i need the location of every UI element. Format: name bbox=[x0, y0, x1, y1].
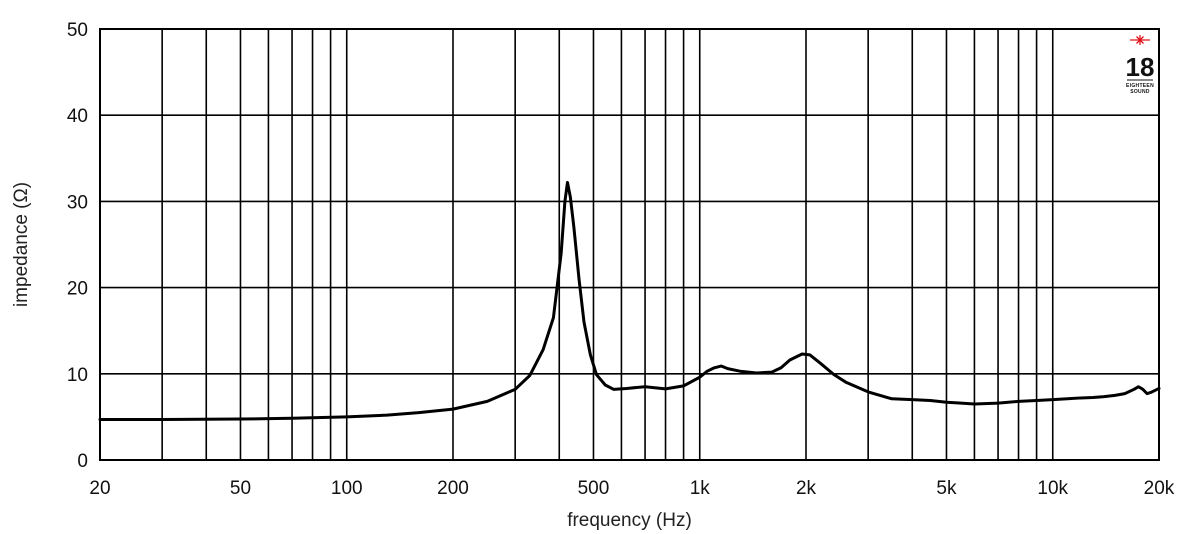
y-tick-label: 0 bbox=[77, 451, 88, 472]
impedance-series bbox=[98, 180, 1161, 421]
x-tick-label: 200 bbox=[437, 478, 469, 499]
x-axis-label: frequency (Hz) bbox=[567, 510, 692, 531]
y-tick-label: 10 bbox=[67, 365, 88, 386]
x-axis-ticks: 20 50 100 200 500 1k 2k 5k 10k 20k bbox=[89, 478, 1174, 499]
brand-logo: 18 EIGHTEEN SOUND bbox=[1123, 33, 1155, 97]
logo-tagline-1: EIGHTEEN bbox=[1126, 83, 1154, 89]
y-tick-label: 30 bbox=[67, 192, 88, 213]
y-tick-label: 20 bbox=[67, 279, 88, 300]
x-tick-label: 20 bbox=[89, 478, 110, 499]
x-tick-label: 10k bbox=[1037, 478, 1068, 499]
logo-tagline-2: SOUND bbox=[1130, 89, 1150, 95]
x-tick-label: 50 bbox=[230, 478, 251, 499]
x-tick-label: 20k bbox=[1144, 478, 1175, 499]
y-axis-label: impedance (Ω) bbox=[11, 182, 32, 307]
plot-background bbox=[100, 29, 1159, 460]
y-tick-label: 40 bbox=[67, 106, 88, 127]
x-tick-label: 2k bbox=[796, 478, 817, 499]
x-tick-label: 100 bbox=[331, 478, 363, 499]
plot-frame bbox=[99, 28, 1160, 461]
x-tick-label: 500 bbox=[578, 478, 610, 499]
x-tick-label: 1k bbox=[690, 478, 711, 499]
logo-number: 18 bbox=[1126, 52, 1155, 82]
y-tick-label: 50 bbox=[67, 20, 88, 41]
impedance-curve bbox=[98, 180, 1161, 421]
y-axis-ticks: 0 10 20 30 40 50 bbox=[67, 20, 88, 472]
x-tick-label: 5k bbox=[936, 478, 957, 499]
star-icon bbox=[1130, 35, 1150, 45]
